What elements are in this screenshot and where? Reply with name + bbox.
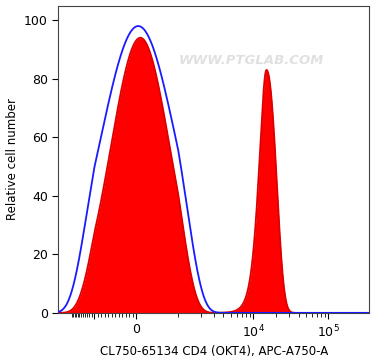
Y-axis label: Relative cell number: Relative cell number [6,98,18,220]
Text: WWW.PTGLAB.COM: WWW.PTGLAB.COM [178,54,324,67]
X-axis label: CL750-65134 CD4 (OKT4), APC-A750-A: CL750-65134 CD4 (OKT4), APC-A750-A [100,345,328,359]
